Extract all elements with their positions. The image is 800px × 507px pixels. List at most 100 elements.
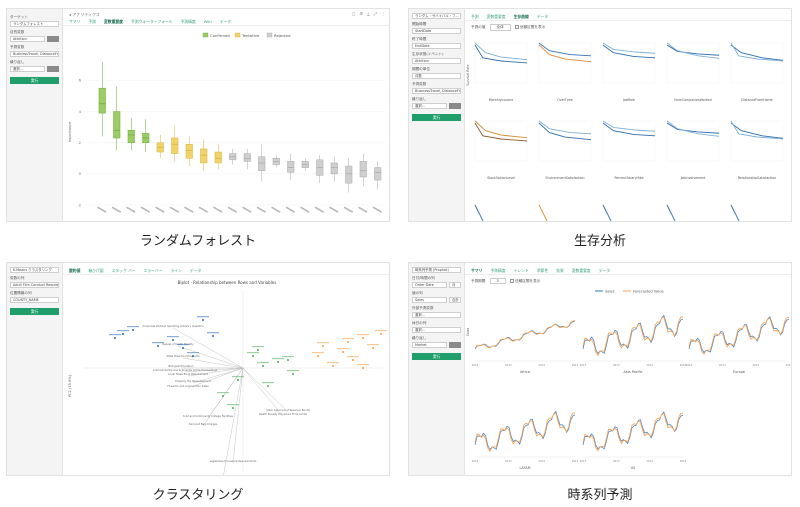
surv-time-label: 開始時間 bbox=[412, 22, 427, 26]
rf-tab-3[interactable]: 予測ウォーターフォール bbox=[130, 18, 173, 24]
clus-vector-label-7: Carryout Bag Charges bbox=[189, 422, 218, 426]
clus-tab-4[interactable]: ライン bbox=[170, 267, 182, 273]
ts-line-actual-2 bbox=[688, 316, 790, 353]
surv-unit-select[interactable]: 月数 bbox=[412, 73, 461, 79]
rf-target-select[interactable]: ランダムフォレスト bbox=[10, 21, 59, 27]
ts-holiday-select[interactable]: 選択... bbox=[412, 327, 461, 333]
surv-time-select[interactable]: StartDate bbox=[412, 28, 461, 34]
clus-vector-label-3: Bilingual Education bbox=[169, 364, 194, 368]
ts-facet-label-1: Asia Pacific bbox=[624, 370, 643, 374]
rf-run-button[interactable]: 実行 bbox=[10, 77, 59, 84]
surv-tab-2[interactable]: 生存曲線 bbox=[513, 13, 529, 19]
surv-row3-curve-3 bbox=[666, 204, 676, 221]
surv-filter-select[interactable]: 全体 bbox=[489, 24, 511, 31]
clus-target-select[interactable]: K-Means クラスタリング bbox=[10, 267, 59, 273]
surv-end-select[interactable]: EndDate bbox=[412, 43, 461, 49]
rf-breadcrumb[interactable]: ◂ アナリティクス bbox=[69, 12, 100, 17]
ts-year-2-2: 2014 bbox=[752, 363, 759, 367]
surv-tab-0[interactable]: 予測 bbox=[471, 13, 479, 19]
rf-target-var-select[interactable]: Attrition bbox=[10, 36, 45, 42]
clus-tab-0[interactable]: 要約値 bbox=[69, 267, 81, 273]
rf-target-label: ターゲット bbox=[10, 15, 28, 19]
rf-menu-icon[interactable]: ⋮ bbox=[381, 11, 385, 16]
ts-target-select[interactable]: 時系列予測 (Prophet) bbox=[412, 267, 461, 273]
surv-status-select[interactable]: Attrition bbox=[412, 58, 461, 64]
clus-group-select[interactable]: COUNTY_NAME bbox=[10, 297, 59, 303]
rf-target-var-toggle[interactable] bbox=[47, 36, 59, 42]
clus-point-cluster2-7 bbox=[232, 407, 234, 409]
ts-date-select[interactable]: Order Date bbox=[412, 282, 447, 288]
ts-period-select[interactable]: 3 bbox=[489, 278, 506, 284]
rf-tab-4[interactable]: 予測精度 bbox=[180, 18, 196, 24]
surv-subtract-toggle[interactable] bbox=[449, 103, 461, 109]
ts-tab-5[interactable]: 変数重要度 bbox=[571, 267, 591, 273]
clus-point-label-cluster2-5 bbox=[262, 382, 274, 384]
surv-curve-7-1 bbox=[602, 120, 656, 132]
clus-run-button[interactable]: 実行 bbox=[10, 308, 59, 315]
surv-subtract-select[interactable]: 選択... bbox=[412, 103, 447, 109]
rf-xlabel-0 bbox=[97, 206, 107, 213]
ts-year-0-0: 2012 bbox=[472, 363, 479, 367]
clus-tab-2[interactable]: スタック バー bbox=[111, 267, 136, 273]
clus-vector-label-5: Property Tax Reassessment bbox=[175, 379, 211, 383]
rf-pin-icon[interactable]: ⟂ bbox=[367, 11, 370, 16]
ts-tab-6[interactable]: データ bbox=[598, 267, 611, 273]
ts-date-unit[interactable]: 月 bbox=[449, 282, 461, 288]
rf-sidebar: ターゲット ランダムフォレスト 目的変数 Attrition 予測変数 Busi… bbox=[7, 9, 63, 221]
ts-subtract-toggle[interactable] bbox=[449, 342, 461, 348]
clus-point-label-cluster3-4 bbox=[327, 362, 339, 364]
clus-tab-5[interactable]: データ bbox=[189, 267, 202, 273]
clus-point-cluster3-5 bbox=[372, 347, 374, 349]
surv-plot-label-2: JobRole bbox=[622, 98, 635, 102]
surv-ci-checkbox[interactable] bbox=[514, 25, 519, 29]
surv-plot-label-1: OverTime bbox=[557, 98, 573, 102]
ts-line-forecast-4 bbox=[582, 412, 684, 452]
clus-point-cluster2-1 bbox=[262, 365, 264, 367]
clus-tab-3[interactable]: エラーバー bbox=[143, 267, 163, 273]
rf-subtract-toggle[interactable] bbox=[47, 66, 59, 72]
rf-expand-icon[interactable]: ⤢ bbox=[373, 11, 377, 16]
rf-tab-5[interactable]: Wiki bbox=[203, 19, 212, 24]
rf-box-8 bbox=[214, 151, 222, 164]
clus-point-label-cluster1-4 bbox=[177, 344, 189, 346]
ts-value-agg[interactable]: 合計 bbox=[449, 297, 461, 303]
surv-run-button[interactable]: 実行 bbox=[412, 114, 461, 121]
clus-point-cluster1-0 bbox=[122, 333, 124, 335]
clus-point-cluster3-9 bbox=[362, 367, 364, 369]
ts-year-4-2: 2014 bbox=[646, 459, 653, 463]
rf-xlabel-14 bbox=[300, 206, 310, 213]
clus-point-cluster2-8 bbox=[257, 349, 259, 351]
rf-settings-icon[interactable]: ⚙ bbox=[359, 11, 364, 16]
surv-tab-3[interactable]: データ bbox=[536, 13, 549, 19]
ts-tab-1[interactable]: 予測精度 bbox=[490, 267, 506, 273]
clus-ylabel: PC2 (15.6%) bbox=[68, 374, 72, 397]
ts-year-4-3: 2015 bbox=[680, 459, 687, 463]
timeseries-panel: 時系列予測 (Prophet) 日付/時間の列 Order Date 月 値の列… bbox=[408, 262, 792, 476]
ts-tab-4[interactable]: 効果 bbox=[556, 267, 564, 273]
clus-vars-select[interactable]: Adult Film Conduct Require... bbox=[10, 282, 59, 288]
ts-tab-0[interactable]: サマリ bbox=[471, 267, 483, 273]
rf-tab-1[interactable]: 予測 bbox=[88, 18, 96, 24]
rf-box-2 bbox=[127, 129, 135, 143]
ts-extra-select[interactable]: 選択... bbox=[412, 312, 461, 318]
surv-tab-1[interactable]: 変数重要度 bbox=[486, 13, 506, 19]
surv-plot-7 bbox=[602, 120, 656, 162]
surv-predictor-select[interactable]: BusinessTravel, DistanceFr... bbox=[412, 88, 461, 94]
rf-comment-icon[interactable]: ▢ bbox=[351, 11, 356, 16]
rf-predictor-select[interactable]: BusinessTravel, DistanceFr... bbox=[10, 51, 59, 57]
surv-plot-frame-0 bbox=[474, 42, 528, 84]
rf-xlabel-18 bbox=[358, 206, 368, 213]
ts-ci-checkbox[interactable] bbox=[509, 279, 514, 283]
surv-target-select[interactable]: ランダム・サバイバル・フ... bbox=[412, 13, 461, 19]
ts-run-button[interactable]: 実行 bbox=[412, 353, 461, 360]
clus-tab-1[interactable]: 箱ひげ図 bbox=[88, 267, 104, 273]
ts-tab-2[interactable]: トレンド bbox=[513, 267, 529, 273]
rf-tab-6[interactable]: データ bbox=[219, 18, 232, 24]
rf-tab-0[interactable]: サマリ bbox=[69, 18, 81, 24]
ts-tab-3[interactable]: 季節性 bbox=[536, 267, 549, 273]
surv-plot-label-9: RelationshipSatisfaction bbox=[738, 176, 776, 180]
ts-value-select[interactable]: Sales bbox=[412, 297, 447, 303]
rf-tab-2[interactable]: 変数重要度 bbox=[103, 18, 123, 24]
rf-subtract-select[interactable]: 選択... bbox=[10, 66, 45, 72]
ts-subtract-select[interactable]: Market bbox=[412, 342, 447, 348]
